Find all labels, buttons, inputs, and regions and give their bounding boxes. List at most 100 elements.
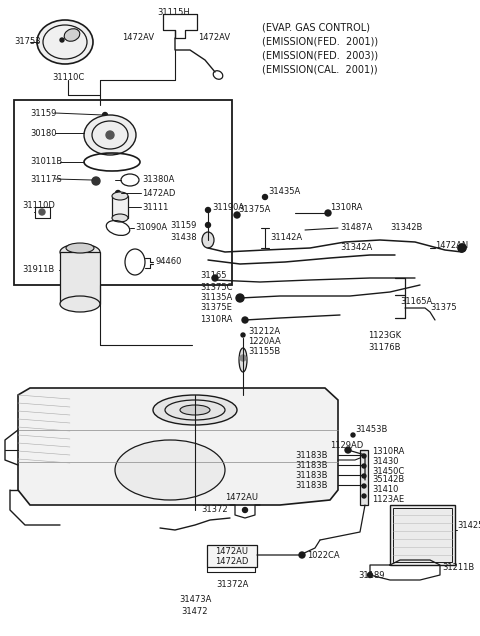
- Polygon shape: [18, 388, 338, 505]
- Text: (EVAP. GAS CONTROL): (EVAP. GAS CONTROL): [262, 22, 370, 32]
- Ellipse shape: [202, 232, 214, 248]
- Circle shape: [205, 207, 211, 212]
- Text: 31372: 31372: [202, 506, 228, 515]
- Text: 1123GK: 1123GK: [368, 331, 401, 340]
- Text: 31110C: 31110C: [52, 73, 84, 82]
- Bar: [207, 545, 257, 567]
- Circle shape: [325, 210, 331, 216]
- Text: 31165: 31165: [200, 270, 227, 279]
- Text: 1310RA: 1310RA: [372, 448, 404, 457]
- Text: 1472AD: 1472AD: [142, 188, 175, 198]
- Circle shape: [39, 209, 45, 215]
- Text: 31189: 31189: [358, 570, 384, 579]
- Text: 31453B: 31453B: [355, 425, 387, 434]
- Text: 1123AE: 1123AE: [372, 495, 404, 504]
- Text: 31155B: 31155B: [248, 347, 280, 357]
- Circle shape: [234, 212, 240, 218]
- Text: 94460: 94460: [155, 258, 181, 266]
- Ellipse shape: [37, 20, 93, 64]
- Bar: [112, 196, 128, 218]
- Text: 31472: 31472: [182, 607, 208, 616]
- Text: 35142B: 35142B: [372, 476, 404, 485]
- Circle shape: [458, 244, 466, 252]
- Circle shape: [362, 464, 366, 468]
- Circle shape: [242, 317, 248, 323]
- Text: (EMISSION(CAL.  2001)): (EMISSION(CAL. 2001)): [262, 64, 378, 74]
- Circle shape: [205, 223, 211, 228]
- Text: (EMISSION(FED.  2001)): (EMISSION(FED. 2001)): [262, 36, 378, 46]
- Text: 1129AD: 1129AD: [330, 441, 363, 450]
- Text: 31375C: 31375C: [200, 282, 232, 291]
- Bar: [14, 100, 232, 285]
- Circle shape: [351, 433, 355, 437]
- Circle shape: [362, 494, 366, 498]
- Text: 31438: 31438: [170, 233, 197, 242]
- Text: 31183B: 31183B: [295, 471, 327, 480]
- Text: 31159: 31159: [30, 109, 56, 118]
- Circle shape: [92, 177, 100, 185]
- Text: 1472AU: 1472AU: [226, 494, 259, 502]
- Ellipse shape: [115, 440, 225, 500]
- Ellipse shape: [239, 348, 247, 372]
- Text: 31753: 31753: [14, 38, 41, 46]
- Circle shape: [345, 447, 351, 453]
- Circle shape: [116, 191, 120, 195]
- Text: 31183B: 31183B: [295, 460, 327, 469]
- Text: 31372A: 31372A: [216, 580, 248, 589]
- Text: 31375E: 31375E: [200, 303, 232, 312]
- Text: 31375: 31375: [430, 303, 456, 312]
- Circle shape: [240, 355, 246, 361]
- Text: 31135A: 31135A: [200, 293, 232, 303]
- Ellipse shape: [153, 395, 237, 425]
- Text: 31425A: 31425A: [457, 520, 480, 530]
- Text: 31159: 31159: [170, 221, 197, 230]
- Ellipse shape: [66, 243, 94, 253]
- Text: 31430: 31430: [372, 457, 398, 466]
- Text: 31165A: 31165A: [400, 298, 432, 307]
- Circle shape: [60, 38, 64, 42]
- Text: 31190A: 31190A: [212, 204, 244, 212]
- Text: 31375A: 31375A: [238, 205, 270, 214]
- Text: 31435A: 31435A: [268, 188, 300, 197]
- Circle shape: [242, 508, 248, 513]
- Text: (EMISSION(FED.  2003)): (EMISSION(FED. 2003)): [262, 50, 378, 60]
- Circle shape: [362, 484, 366, 488]
- Text: 31342A: 31342A: [340, 244, 372, 252]
- Circle shape: [103, 113, 108, 118]
- Circle shape: [362, 454, 366, 458]
- Ellipse shape: [84, 115, 136, 155]
- Text: 31110D: 31110D: [22, 200, 55, 209]
- Circle shape: [106, 131, 114, 139]
- Text: 31183B: 31183B: [295, 450, 327, 459]
- Text: 31211B: 31211B: [442, 563, 474, 572]
- Text: 31380A: 31380A: [142, 176, 174, 184]
- Circle shape: [236, 294, 244, 302]
- Text: 1022CA: 1022CA: [307, 551, 340, 560]
- Ellipse shape: [112, 192, 128, 200]
- Text: 31410: 31410: [372, 485, 398, 495]
- Text: 30180: 30180: [30, 128, 57, 137]
- Text: 31090A: 31090A: [135, 223, 167, 233]
- Circle shape: [212, 275, 218, 281]
- Text: 31212A: 31212A: [248, 328, 280, 336]
- Circle shape: [368, 572, 372, 577]
- Bar: [360, 450, 368, 505]
- Ellipse shape: [180, 405, 210, 415]
- Text: 1310RA: 1310RA: [330, 204, 362, 212]
- Text: 31183B: 31183B: [295, 481, 327, 490]
- Text: 1472AV: 1472AV: [122, 32, 154, 41]
- Ellipse shape: [60, 244, 100, 260]
- Ellipse shape: [64, 29, 80, 41]
- Text: 1310RA: 1310RA: [200, 315, 232, 324]
- Text: 31342B: 31342B: [390, 223, 422, 233]
- Bar: [60, 252, 100, 304]
- Circle shape: [362, 474, 366, 478]
- Text: 31117S: 31117S: [30, 174, 62, 184]
- Bar: [393, 508, 452, 562]
- Text: 1472AU: 1472AU: [216, 548, 249, 556]
- Text: 31011B: 31011B: [30, 158, 62, 167]
- Text: 1220AA: 1220AA: [248, 338, 281, 347]
- Text: 31473A: 31473A: [179, 595, 211, 604]
- Text: 31450C: 31450C: [372, 467, 404, 476]
- Text: 31142A: 31142A: [270, 233, 302, 242]
